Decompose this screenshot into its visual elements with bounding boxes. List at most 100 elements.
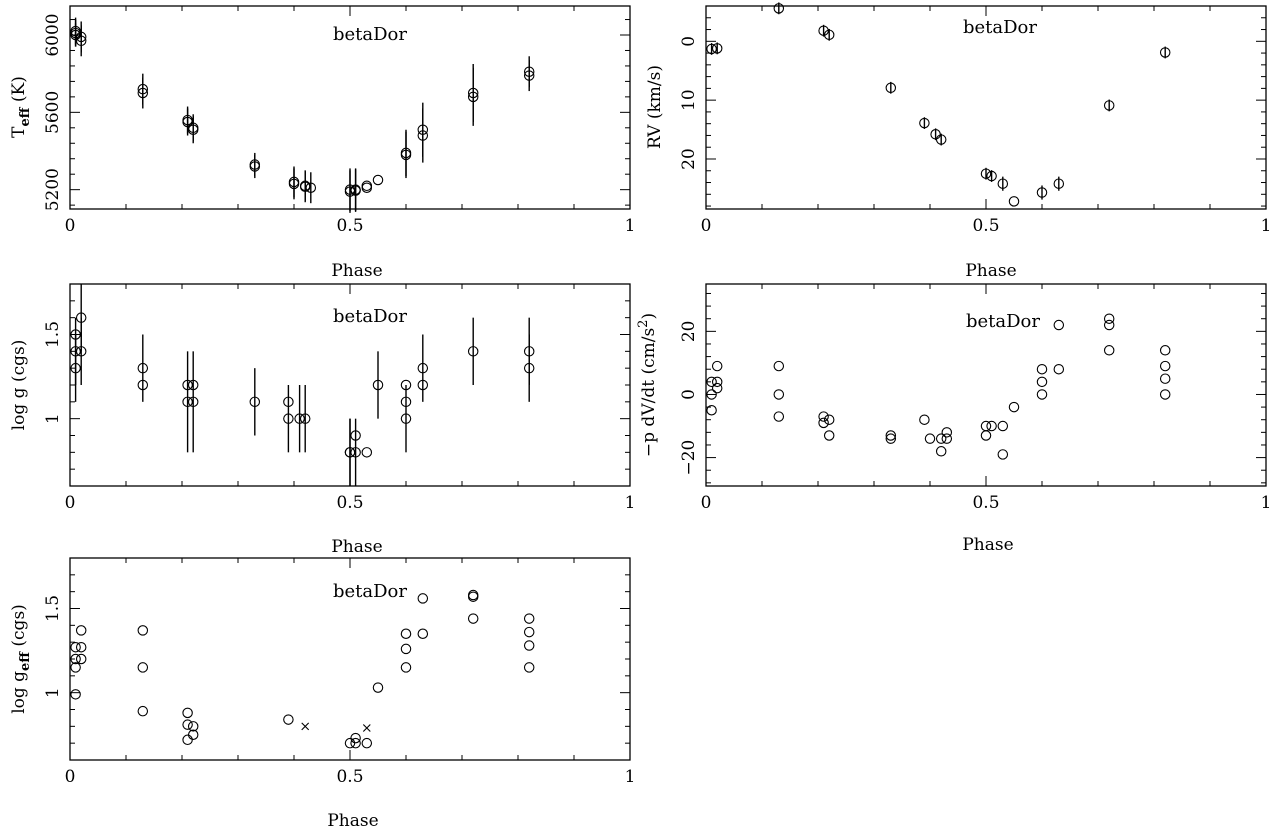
data-point — [350, 737, 361, 749]
data-point — [773, 3, 785, 14]
data-point — [997, 449, 1009, 460]
data-point — [372, 682, 384, 693]
data-point — [711, 360, 723, 372]
data-point — [711, 382, 723, 394]
panel-title: betaDor — [966, 311, 1040, 332]
data-point — [706, 389, 717, 400]
data-point — [75, 641, 87, 653]
data-point — [711, 43, 723, 54]
data-point — [706, 404, 717, 416]
data-point — [187, 396, 199, 408]
y-axis-label: Teff (K) — [9, 76, 33, 138]
x-tick-label: 1 — [1261, 493, 1272, 513]
data-point — [400, 643, 412, 655]
data-point — [823, 430, 835, 441]
x-tick-label: 1 — [625, 493, 636, 513]
data-point — [283, 714, 294, 725]
data-point — [467, 91, 479, 103]
data-point — [523, 626, 535, 638]
data-point — [1159, 345, 1171, 356]
data-point — [1008, 196, 1020, 207]
data-point — [137, 705, 149, 717]
data-point — [361, 447, 373, 458]
y-tick-label: 20 — [679, 321, 699, 343]
x-tick-label: 0 — [65, 767, 76, 787]
data-point — [523, 640, 535, 651]
data-point — [283, 413, 294, 424]
data-point — [70, 641, 81, 653]
data-point — [350, 447, 361, 458]
data-point — [299, 413, 311, 424]
data-point — [400, 628, 412, 639]
data-point — [417, 593, 429, 604]
data-point — [941, 433, 953, 444]
data-point — [980, 168, 992, 179]
y-tick-label: 5600 — [43, 91, 63, 134]
data-point — [986, 420, 997, 432]
data-point — [361, 737, 373, 749]
data-point — [187, 721, 199, 732]
panel-3: 0 0.5 1 1 1.5 betaDor Phase log g (cgs) — [9, 283, 636, 557]
data-point — [935, 433, 947, 444]
data-point — [344, 447, 356, 458]
data-point — [249, 161, 261, 172]
y-axis-label-unit: (K) — [9, 76, 29, 107]
data-point — [137, 662, 149, 673]
y-axis-label: RV (km/s) — [645, 65, 665, 149]
data-point — [182, 719, 193, 730]
data-point — [1159, 47, 1171, 58]
y-tick-label: −20 — [679, 440, 699, 476]
data-point — [523, 613, 535, 624]
data-point — [818, 411, 829, 422]
data-point — [182, 734, 193, 746]
y-tick-label: 20 — [679, 148, 699, 170]
data-point — [941, 427, 953, 438]
data-point — [1036, 187, 1048, 198]
data-point — [919, 414, 930, 425]
data-point — [75, 346, 87, 357]
data-point — [70, 689, 81, 700]
x-tick-label: 0 — [701, 493, 712, 513]
data-point — [1036, 376, 1048, 388]
data-point — [1103, 313, 1115, 324]
y-axis-label-main: RV (km/s) — [645, 65, 665, 149]
data-point — [137, 625, 149, 636]
data-point — [70, 662, 81, 673]
y-axis-label-main: T — [9, 126, 29, 138]
data-point — [935, 446, 947, 457]
panel-title: betaDor — [963, 17, 1037, 38]
data-point — [187, 124, 199, 135]
data-point — [706, 43, 717, 55]
data-point — [75, 653, 87, 665]
data-point — [305, 182, 317, 193]
y-axis-label-main: log g — [9, 671, 29, 714]
data-point — [137, 379, 149, 391]
data-point — [1053, 363, 1065, 375]
data-point — [930, 129, 941, 140]
y-tick-label: 1.5 — [43, 595, 63, 622]
data-point — [818, 417, 829, 429]
data-point — [350, 185, 361, 196]
data-point — [182, 707, 193, 719]
data-point — [137, 362, 149, 374]
x-axis-label: Phase — [965, 261, 1016, 281]
y-axis-label-superscript: 2 — [636, 320, 651, 328]
data-point — [417, 362, 429, 374]
data-point — [1008, 401, 1020, 413]
data-point-cross — [362, 724, 371, 732]
data-point — [1053, 178, 1065, 189]
y-axis-label-main: −p dV/dt (cm/s — [639, 328, 659, 457]
x-tick-label: 1 — [1261, 216, 1272, 236]
data-point — [344, 737, 356, 749]
data-point — [1159, 389, 1171, 400]
data-point-cross — [301, 722, 310, 731]
data-point — [885, 433, 897, 444]
data-point — [75, 35, 87, 47]
data-point — [523, 70, 535, 81]
x-tick-label: 0.5 — [336, 493, 363, 513]
data-point — [823, 414, 835, 425]
data-point — [70, 29, 81, 41]
data-point — [523, 362, 535, 374]
y-axis-label-main: log g (cgs) — [9, 340, 29, 431]
